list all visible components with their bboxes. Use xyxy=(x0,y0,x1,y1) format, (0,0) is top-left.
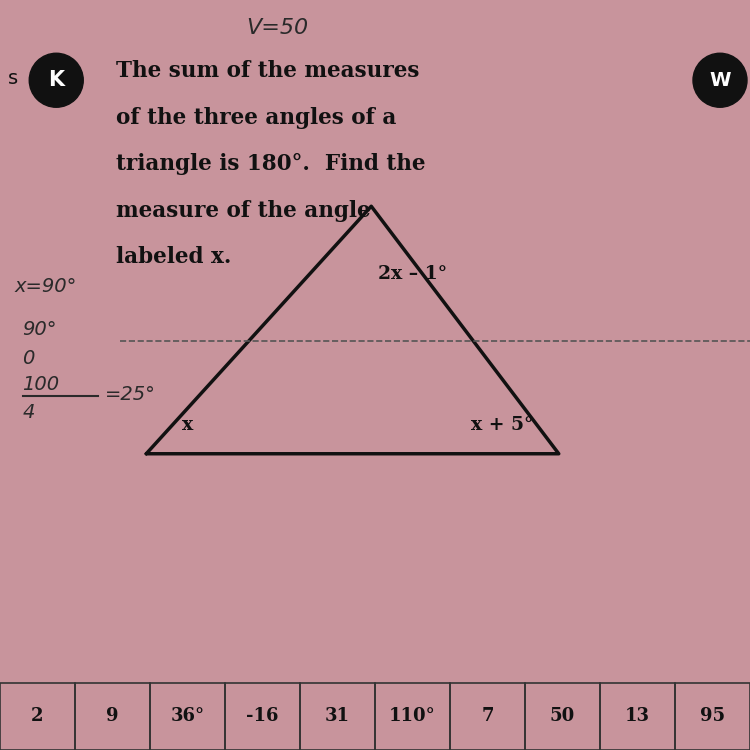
Bar xyxy=(75,682,150,750)
Bar xyxy=(525,682,600,750)
Circle shape xyxy=(693,53,747,107)
Text: -16: -16 xyxy=(246,707,279,725)
Text: 31: 31 xyxy=(325,707,350,725)
Text: V=50: V=50 xyxy=(247,19,308,38)
Bar xyxy=(225,682,300,750)
Text: s: s xyxy=(8,69,19,88)
Text: 50: 50 xyxy=(550,707,575,725)
Text: measure of the angle: measure of the angle xyxy=(116,200,370,222)
Text: x: x xyxy=(182,416,194,434)
Text: 2x – 1°: 2x – 1° xyxy=(378,265,447,283)
Text: =25°: =25° xyxy=(105,385,156,404)
Text: 13: 13 xyxy=(625,707,650,725)
Text: labeled x.: labeled x. xyxy=(116,246,232,268)
Text: 90°: 90° xyxy=(22,320,57,340)
Text: 7: 7 xyxy=(482,707,494,725)
Bar xyxy=(150,682,225,750)
Circle shape xyxy=(29,53,83,107)
Text: 4: 4 xyxy=(22,403,34,422)
Text: of the three angles of a: of the three angles of a xyxy=(116,106,397,129)
Text: The sum of the measures: The sum of the measures xyxy=(116,60,420,82)
Bar xyxy=(0,682,75,750)
Bar xyxy=(600,682,675,750)
Text: 36°: 36° xyxy=(170,707,205,725)
Text: 9: 9 xyxy=(106,707,118,725)
Text: triangle is 180°.  Find the: triangle is 180°. Find the xyxy=(116,153,426,176)
Bar xyxy=(450,682,525,750)
Text: 110°: 110° xyxy=(389,707,436,725)
Bar xyxy=(375,682,450,750)
Bar xyxy=(300,682,375,750)
Text: 100: 100 xyxy=(22,375,60,394)
Bar xyxy=(675,682,750,750)
Text: x + 5°: x + 5° xyxy=(471,416,534,434)
Text: 0: 0 xyxy=(22,349,34,368)
Text: 2: 2 xyxy=(32,707,44,725)
Text: x=90°: x=90° xyxy=(15,277,77,296)
Text: W: W xyxy=(710,70,730,90)
Text: K: K xyxy=(48,70,64,90)
Text: 95: 95 xyxy=(700,707,725,725)
